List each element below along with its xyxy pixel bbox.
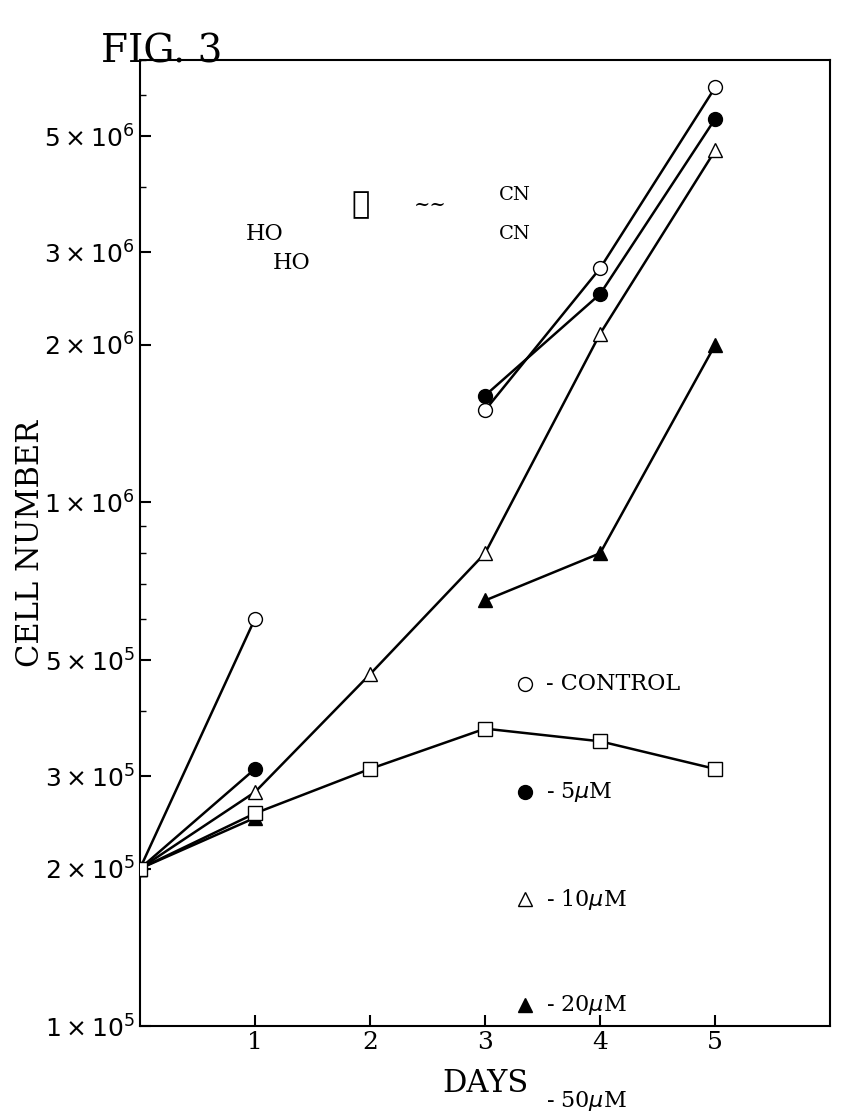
Text: - 10$\mu$M: - 10$\mu$M xyxy=(546,887,626,912)
Text: - 50$\mu$M: - 50$\mu$M xyxy=(546,1089,626,1113)
X-axis label: DAYS: DAYS xyxy=(442,1068,528,1099)
Text: CN: CN xyxy=(499,186,531,204)
Text: - 5$\mu$M: - 5$\mu$M xyxy=(546,781,613,804)
Text: FIG. 3: FIG. 3 xyxy=(101,34,223,71)
Text: HO: HO xyxy=(245,223,283,245)
Text: CN: CN xyxy=(499,225,531,243)
Text: HO: HO xyxy=(273,252,311,273)
Y-axis label: CELL NUMBER: CELL NUMBER xyxy=(15,420,46,666)
Text: ⌀: ⌀ xyxy=(352,189,370,221)
Text: ~~: ~~ xyxy=(413,196,446,214)
Text: - CONTROL: - CONTROL xyxy=(546,673,680,696)
Text: - 20$\mu$M: - 20$\mu$M xyxy=(546,992,626,1017)
